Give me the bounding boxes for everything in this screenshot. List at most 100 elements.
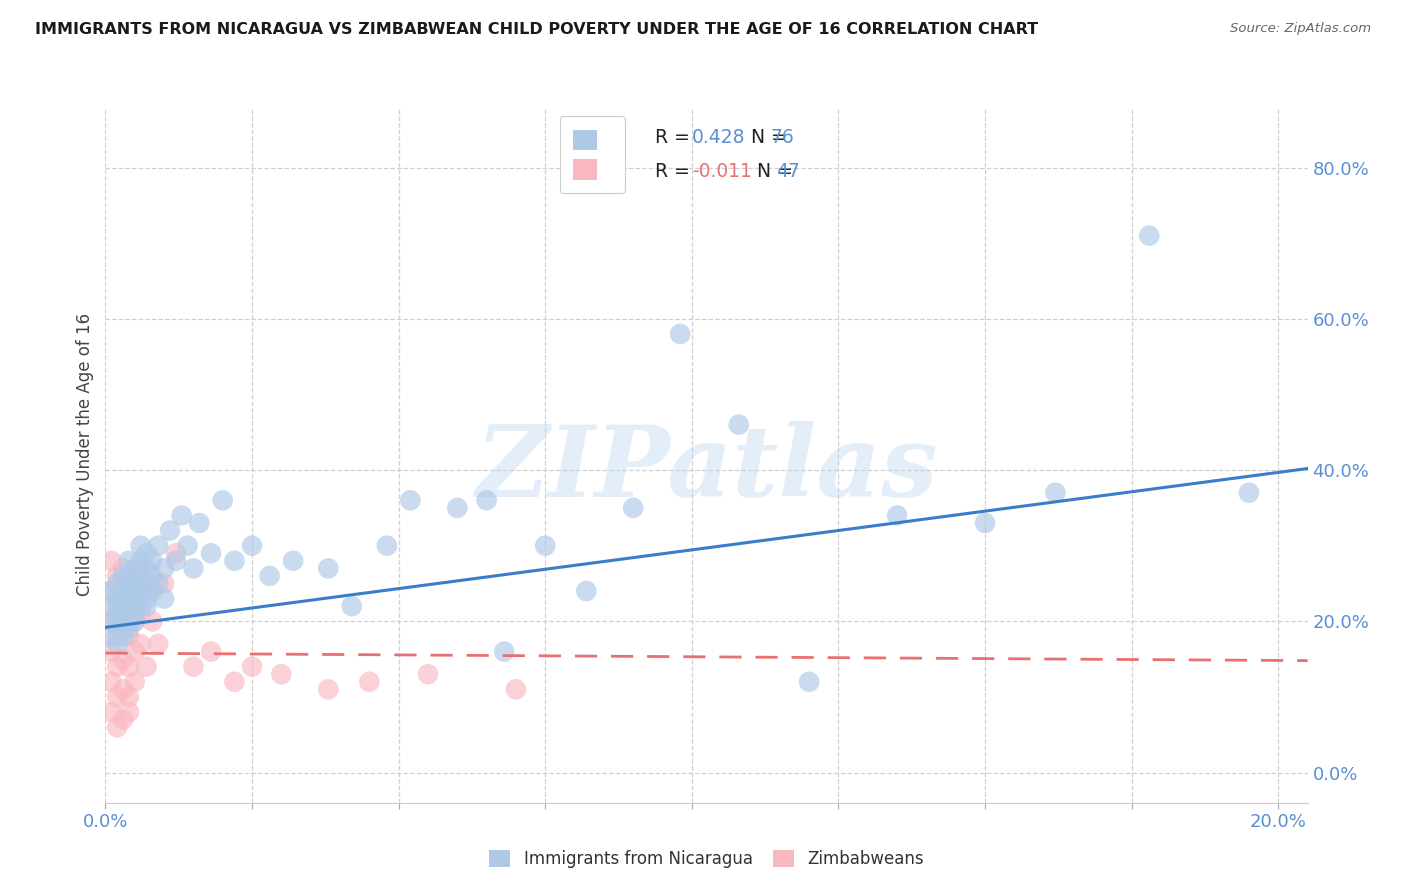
Point <box>259 569 281 583</box>
Point <box>141 615 163 629</box>
Point <box>112 599 135 614</box>
Point <box>135 576 157 591</box>
Point <box>112 569 135 583</box>
Point <box>270 667 292 681</box>
Point <box>118 629 141 643</box>
Point <box>129 584 152 599</box>
Point <box>135 599 157 614</box>
Point <box>124 607 146 621</box>
Point <box>100 629 122 643</box>
Text: IMMIGRANTS FROM NICARAGUA VS ZIMBABWEAN CHILD POVERTY UNDER THE AGE OF 16 CORREL: IMMIGRANTS FROM NICARAGUA VS ZIMBABWEAN … <box>35 22 1038 37</box>
Point <box>129 554 152 568</box>
Point <box>165 554 187 568</box>
Point <box>281 554 304 568</box>
Point <box>100 615 122 629</box>
Point <box>505 682 527 697</box>
Point <box>100 584 122 599</box>
Point <box>183 659 205 673</box>
Text: 47: 47 <box>776 162 800 181</box>
Text: ZIPatlas: ZIPatlas <box>475 421 938 517</box>
Point <box>475 493 498 508</box>
Point <box>575 584 598 599</box>
Point <box>183 561 205 575</box>
Point <box>105 599 128 614</box>
Point <box>100 705 122 719</box>
Point <box>124 599 146 614</box>
Point <box>1045 485 1067 500</box>
Point <box>148 576 170 591</box>
Point <box>129 576 152 591</box>
Point <box>129 607 152 621</box>
Point <box>974 516 997 530</box>
Point <box>153 561 176 575</box>
Point <box>1237 485 1260 500</box>
Point <box>118 622 141 636</box>
Point <box>112 584 135 599</box>
Point <box>118 554 141 568</box>
Point <box>170 508 193 523</box>
Point <box>148 637 170 651</box>
Point <box>534 539 557 553</box>
Text: Source: ZipAtlas.com: Source: ZipAtlas.com <box>1230 22 1371 36</box>
Point <box>118 569 141 583</box>
Point <box>129 637 152 651</box>
Point <box>159 524 181 538</box>
Point <box>316 682 339 697</box>
Legend: Immigrants from Nicaragua, Zimbabweans: Immigrants from Nicaragua, Zimbabweans <box>482 843 931 874</box>
Point <box>165 546 187 560</box>
Point <box>494 644 516 658</box>
Point <box>118 569 141 583</box>
Point <box>105 622 128 636</box>
Point <box>129 539 152 553</box>
Point <box>727 417 749 432</box>
Point <box>118 705 141 719</box>
Point <box>118 576 141 591</box>
Point <box>224 674 246 689</box>
Point <box>886 508 908 523</box>
Point <box>135 591 157 606</box>
Point <box>105 591 128 606</box>
Point <box>375 539 398 553</box>
Point <box>118 690 141 704</box>
Point <box>129 599 152 614</box>
Point <box>141 569 163 583</box>
Point <box>105 576 128 591</box>
Point <box>100 584 122 599</box>
Point <box>100 554 122 568</box>
Point <box>118 584 141 599</box>
Point <box>200 546 222 560</box>
Point <box>118 599 141 614</box>
Point <box>124 561 146 575</box>
Point <box>112 591 135 606</box>
Point <box>124 674 146 689</box>
Point <box>240 539 263 553</box>
Point <box>135 659 157 673</box>
Y-axis label: Child Poverty Under the Age of 16: Child Poverty Under the Age of 16 <box>76 313 94 597</box>
Point <box>240 659 263 673</box>
Point <box>124 615 146 629</box>
Point <box>112 615 135 629</box>
Point <box>118 659 141 673</box>
Text: N =: N = <box>745 162 799 181</box>
Text: 76: 76 <box>770 128 794 147</box>
Point <box>153 591 176 606</box>
Point <box>135 584 157 599</box>
Point <box>359 674 381 689</box>
Point <box>100 644 122 658</box>
Point <box>200 644 222 658</box>
Text: R =: R = <box>655 162 696 181</box>
Point <box>124 615 146 629</box>
Point <box>316 561 339 575</box>
Point <box>669 326 692 341</box>
Point <box>112 607 135 621</box>
Point <box>124 644 146 658</box>
Point <box>112 576 135 591</box>
Point <box>124 584 146 599</box>
Text: N =: N = <box>740 128 793 147</box>
Point <box>112 591 135 606</box>
Point <box>399 493 422 508</box>
Point <box>112 622 135 636</box>
Point <box>105 659 128 673</box>
Point <box>135 546 157 560</box>
Point <box>797 674 820 689</box>
